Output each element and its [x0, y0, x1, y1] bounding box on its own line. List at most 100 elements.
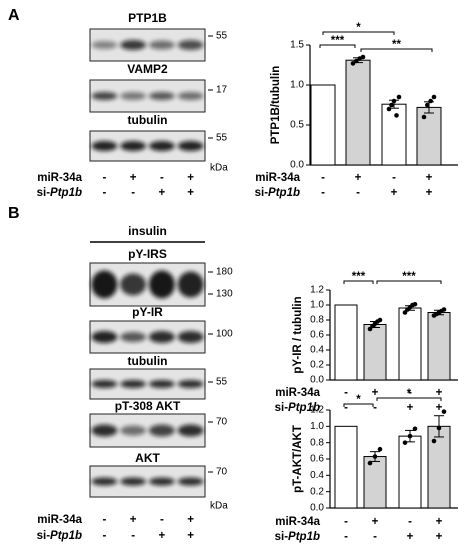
blot-band [148, 380, 175, 388]
blot-band [148, 270, 175, 299]
condition-sign: + [159, 187, 166, 199]
y-tick-label: 0.0 [310, 503, 324, 514]
data-point [372, 454, 378, 459]
size-marker: 130 [216, 289, 233, 300]
bar [398, 435, 422, 509]
y-tick-label: 0.6 [310, 330, 324, 341]
condition-label: si-Ptp1b [275, 531, 320, 543]
condition-sign: - [344, 402, 348, 414]
condition-label: si-Ptp1b [37, 530, 82, 542]
blot-label: tubulin [128, 354, 168, 368]
significance-label: * [356, 22, 361, 34]
blot-band [91, 92, 118, 100]
condition-label-part: si- [37, 530, 51, 542]
blot-band [120, 92, 147, 100]
condition-sign: - [344, 387, 348, 399]
size-marker: 55 [216, 377, 228, 388]
blot-label: tubulin [128, 113, 168, 127]
y-tick-label: 1.2 [310, 405, 324, 416]
blot-label: pY-IR [132, 305, 163, 319]
size-marker: 55 [216, 31, 228, 42]
condition-sign: - [102, 172, 106, 184]
condition-sign: + [159, 530, 166, 542]
condition-sign: + [130, 514, 137, 526]
condition-sign: - [373, 531, 377, 543]
data-point [436, 425, 442, 431]
data-point [421, 114, 427, 120]
blot-band [148, 331, 175, 343]
condition-sign: + [436, 531, 443, 543]
y-tick-label: 1.0 [310, 300, 324, 311]
condition-sign: - [102, 530, 106, 542]
condition-sign: + [355, 172, 362, 184]
data-point [386, 106, 392, 112]
size-marker: 100 [216, 329, 233, 340]
blot-band [177, 92, 204, 100]
condition-label-part: Ptp1b [268, 187, 300, 199]
condition-sign: + [407, 402, 414, 414]
condition-label-part: Ptp1b [288, 402, 320, 414]
blot-label: AKT [135, 451, 160, 465]
condition-sign: - [373, 402, 377, 414]
data-point [441, 307, 447, 312]
data-point [402, 440, 408, 445]
condition-sign: - [344, 531, 348, 543]
blot-band [120, 40, 147, 50]
data-point [367, 460, 373, 466]
condition-label-part: si- [275, 531, 289, 543]
condition-sign: + [436, 387, 443, 399]
condition-label: si-Ptp1b [37, 187, 82, 199]
blot-band [148, 92, 175, 100]
condition-label: miR-34a [37, 172, 82, 184]
y-tick-label: 1.2 [310, 285, 324, 296]
significance-label: *** [402, 271, 416, 283]
size-marker: 70 [216, 417, 228, 428]
blot-band [120, 332, 147, 342]
significance-label: ** [392, 39, 401, 51]
condition-sign: + [407, 531, 414, 543]
data-point [377, 446, 383, 452]
condition-label: si-Ptp1b [255, 187, 300, 199]
condition-sign: - [160, 172, 164, 184]
y-tick-label: 1.0 [290, 80, 304, 91]
condition-label: si-Ptp1b [275, 402, 320, 414]
blot-band [148, 141, 175, 151]
blot-band [148, 424, 175, 437]
blot-band [177, 40, 204, 50]
condition-sign: - [356, 187, 360, 199]
bar [381, 103, 407, 166]
unit-label: kDa [210, 501, 228, 512]
blot-band [148, 40, 175, 50]
data-point [396, 94, 402, 100]
condition-sign: + [426, 172, 433, 184]
blot-band [91, 477, 118, 486]
condition-label-part: miR-34a [275, 387, 320, 399]
data-point [407, 433, 413, 439]
condition-sign: - [160, 514, 164, 526]
condition-label: miR-34a [37, 514, 82, 526]
condition-sign: + [426, 187, 433, 199]
condition-label-part: miR-34a [255, 172, 300, 184]
condition-sign: - [131, 530, 135, 542]
condition-sign: - [321, 187, 325, 199]
blot-band [177, 141, 204, 151]
condition-sign: + [436, 516, 443, 528]
bar [334, 425, 358, 509]
data-point [431, 438, 437, 444]
condition-label-part: si- [37, 187, 51, 199]
blot-band [120, 425, 147, 436]
blot-band [177, 380, 204, 388]
blot-band [91, 41, 118, 49]
condition-sign: + [436, 402, 443, 414]
condition-label-part: si- [275, 402, 289, 414]
y-tick-label: 1.5 [290, 40, 304, 51]
y-tick-label: 0.8 [310, 315, 324, 326]
condition-label-part: si- [255, 187, 269, 199]
significance-bracket [376, 397, 442, 401]
bar [310, 84, 336, 166]
data-point [441, 409, 447, 414]
size-marker: 180 [216, 267, 233, 278]
data-point [412, 301, 418, 307]
data-point [360, 54, 366, 60]
y-tick-label: 0.4 [310, 345, 324, 356]
